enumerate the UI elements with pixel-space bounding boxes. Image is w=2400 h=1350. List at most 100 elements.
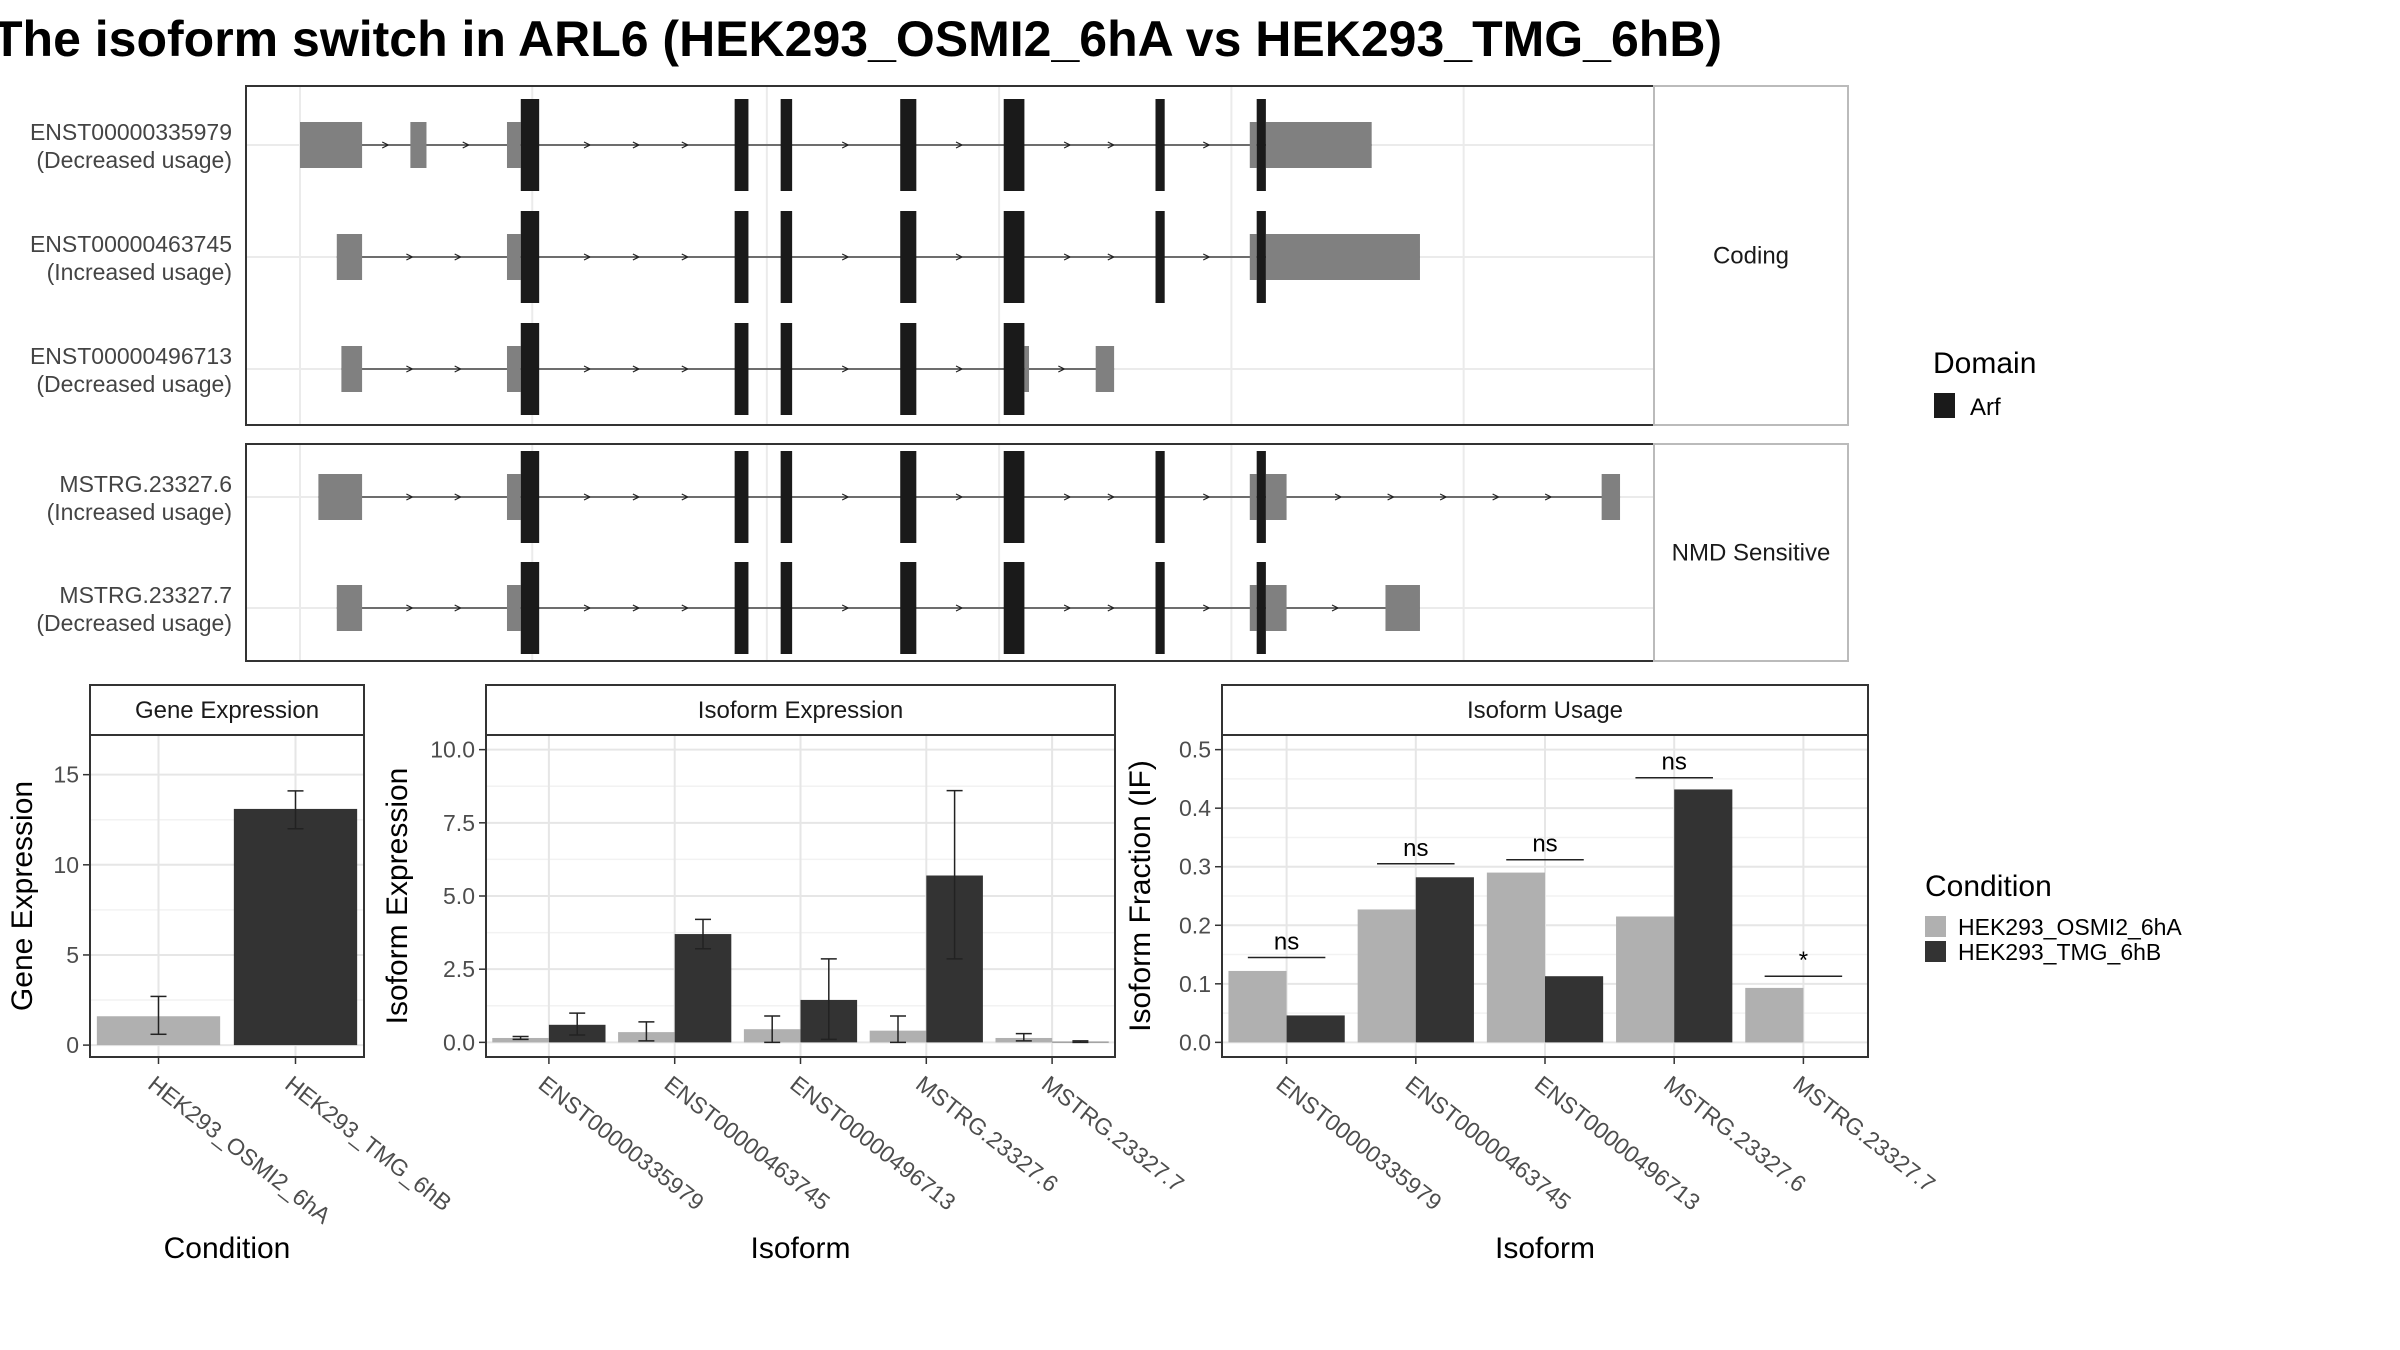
title-strip	[485, 684, 1116, 736]
strand-arrow	[454, 493, 463, 501]
isoform-usage-chart: 0.00.10.20.30.40.5ENST00000335979ENST000…	[1124, 684, 1940, 1265]
strand-arrow	[583, 365, 592, 373]
transcript-usage-label: (Decreased usage)	[36, 147, 232, 173]
coding-structure-panel: ENST00000335979(Decreased usage)ENST0000…	[30, 85, 1849, 426]
condition-legend-label-b: HEK293_TMG_6hB	[1958, 939, 2161, 965]
strand-arrow	[1439, 493, 1448, 501]
bar	[1228, 970, 1287, 1043]
bar	[1286, 1015, 1345, 1043]
y-tick-label: 0.1	[1179, 971, 1211, 997]
panel-title: Gene Expression	[135, 697, 319, 724]
bar	[1616, 916, 1675, 1043]
y-tick-label: 10.0	[430, 737, 475, 763]
utr-exon	[318, 474, 363, 520]
transcript-id-label: MSTRG.23327.7	[59, 582, 232, 608]
strand-arrow	[583, 493, 592, 501]
arf-domain-exon	[520, 323, 540, 415]
strand-arrow	[1063, 141, 1072, 149]
arf-domain-exon	[1155, 562, 1165, 654]
strand-arrow	[841, 493, 850, 501]
arf-domain-exon	[900, 451, 917, 543]
significance-label: ns	[1274, 928, 1299, 955]
arf-domain-exon	[520, 451, 540, 543]
strand-arrow	[1387, 493, 1395, 501]
panel-title: Isoform Usage	[1467, 697, 1623, 724]
utr-exon	[1095, 346, 1115, 392]
y-tick-label: 0	[66, 1032, 79, 1058]
strand-arrow	[1107, 604, 1116, 612]
strand-arrow	[955, 365, 964, 373]
y-tick-label: 0.3	[1179, 854, 1211, 880]
strand-arrow	[1058, 365, 1066, 373]
utr-exon	[1249, 585, 1257, 631]
strand-arrow	[583, 604, 592, 612]
arf-domain-exon	[734, 211, 749, 303]
significance-label: *	[1799, 947, 1808, 974]
strand-arrow	[406, 493, 414, 501]
strand-arrow	[1063, 604, 1072, 612]
strand-arrow	[841, 365, 850, 373]
arf-domain-exon	[1003, 323, 1025, 415]
arf-domain-exon	[780, 99, 793, 191]
arf-domain-exon	[900, 562, 917, 654]
bar	[674, 934, 732, 1043]
utr-exon	[506, 585, 521, 631]
strand-arrow	[681, 141, 690, 149]
y-tick-label: 0.4	[1179, 795, 1211, 821]
strand-arrow	[406, 253, 414, 261]
strand-arrow	[1334, 493, 1343, 501]
strand-arrow	[955, 253, 964, 261]
bar	[1415, 877, 1474, 1043]
strand-arrow	[454, 253, 463, 261]
utr-exon	[1265, 585, 1287, 631]
figure-title: The isoform switch in ARL6 (HEK293_OSMI2…	[0, 11, 1722, 67]
strand-arrow	[681, 604, 690, 612]
transcript-id-label: ENST00000463745	[30, 231, 232, 257]
strand-arrow	[1202, 493, 1211, 501]
arf-domain-exon	[1003, 562, 1025, 654]
strand-arrow	[632, 141, 641, 149]
transcript-usage-label: (Decreased usage)	[36, 371, 232, 397]
x-axis-title: Isoform	[750, 1232, 850, 1265]
transcript-id-label: ENST00000335979	[30, 119, 232, 145]
bar	[1674, 789, 1733, 1043]
utr-exon	[1249, 234, 1257, 280]
bar	[1745, 987, 1804, 1043]
arf-domain-exon	[780, 451, 793, 543]
bar	[1357, 909, 1416, 1043]
x-tick-label: MSTRG.23327.7	[1788, 1070, 1940, 1197]
strand-arrow	[841, 253, 850, 261]
utr-exon	[1249, 474, 1257, 520]
strand-arrow	[462, 141, 471, 149]
y-axis-title: Isoform Fraction (IF)	[1124, 760, 1157, 1032]
y-axis-title: Gene Expression	[6, 781, 39, 1011]
significance-label: ns	[1532, 831, 1557, 858]
arf-domain-exon	[520, 99, 540, 191]
strand-arrow	[583, 253, 592, 261]
arf-domain-exon	[734, 451, 749, 543]
bar	[1486, 872, 1545, 1043]
arf-domain-exon	[780, 211, 793, 303]
title-strip	[1221, 684, 1869, 736]
transcript-usage-label: (Increased usage)	[47, 259, 232, 285]
y-tick-label: 0.2	[1179, 912, 1211, 938]
domain-legend-title: Domain	[1933, 347, 2036, 380]
strand-arrow	[681, 253, 690, 261]
y-tick-label: 5.0	[443, 883, 475, 909]
arf-domain-exon	[1256, 99, 1266, 191]
strand-arrow	[841, 141, 850, 149]
arf-domain-exon	[1155, 211, 1165, 303]
strand-arrow	[1202, 141, 1211, 149]
arf-domain-exon	[520, 211, 540, 303]
utr-exon	[1249, 122, 1257, 168]
arf-domain-exon	[1003, 211, 1025, 303]
utr-exon	[336, 234, 363, 280]
nmd-structure-panel: MSTRG.23327.6(Increased usage) MSTRG.2332…	[36, 443, 1849, 662]
utr-exon	[506, 234, 521, 280]
condition-legend-label-a: HEK293_OSMI2_6hA	[1958, 914, 2182, 940]
strand-arrow	[1202, 604, 1211, 612]
utr-exon	[1265, 474, 1287, 520]
transcript-id-label: ENST00000496713	[30, 343, 232, 369]
arf-domain-exon	[1256, 562, 1266, 654]
